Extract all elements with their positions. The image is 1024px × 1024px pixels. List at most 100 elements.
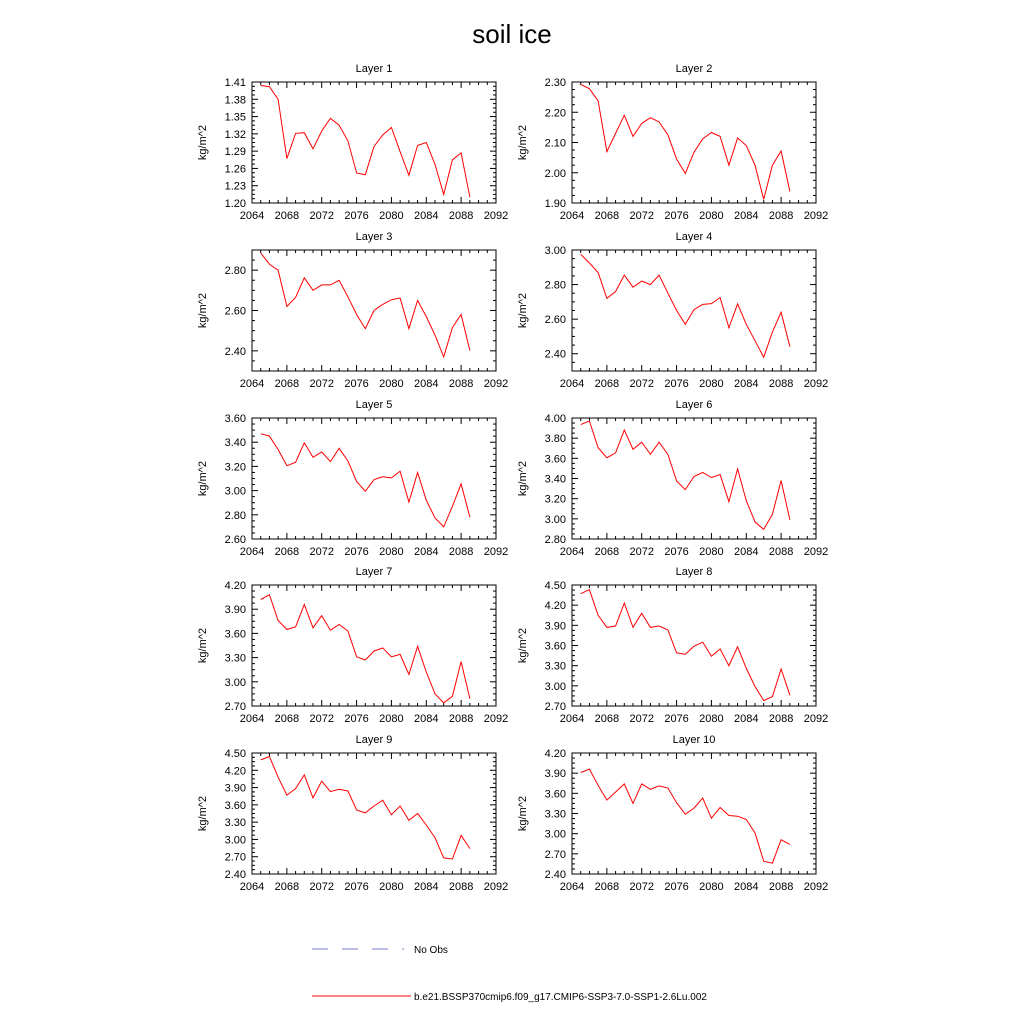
y-tick-label: 2.80 <box>225 510 246 522</box>
y-tick-label: 1.26 <box>225 163 246 175</box>
x-tick-label: 2084 <box>414 713 438 725</box>
panel-title: Layer 8 <box>676 566 713 578</box>
y-tick-label: 2.10 <box>545 138 566 150</box>
x-tick-label: 2088 <box>769 881 793 893</box>
x-tick-label: 2068 <box>275 881 299 893</box>
x-tick-label: 2080 <box>379 713 403 725</box>
panel-title: Layer 9 <box>356 734 393 746</box>
x-tick-label: 2068 <box>595 546 619 558</box>
y-axis-label: kg/m^2 <box>517 461 529 496</box>
x-tick-label: 2088 <box>449 713 473 725</box>
x-tick-label: 2072 <box>629 881 653 893</box>
y-tick-label: 3.90 <box>225 604 246 616</box>
x-tick-label: 2064 <box>240 546 264 558</box>
x-tick-label: 2084 <box>414 546 438 558</box>
panel-title: Layer 6 <box>676 399 713 411</box>
x-tick-label: 2068 <box>275 546 299 558</box>
x-tick-label: 2092 <box>484 546 508 558</box>
y-tick-label: 3.90 <box>545 768 566 780</box>
x-tick-label: 2064 <box>560 210 584 222</box>
y-tick-label: 2.60 <box>225 534 246 546</box>
x-tick-label: 2088 <box>769 210 793 222</box>
x-tick-label: 2088 <box>769 378 793 390</box>
panel-layer-3: Layer 3 2064 2068 2072 2076 2080 2084 2088 2092 2… <box>197 231 508 390</box>
x-tick-label: 2064 <box>560 881 584 893</box>
y-tick-label: 2.80 <box>225 265 246 277</box>
x-tick-label: 2064 <box>240 881 264 893</box>
y-tick-label: 3.60 <box>545 788 566 800</box>
panel-layer-9: Layer 9 2064 2068 2072 2076 2080 2084 2088 2092 2… <box>197 734 508 893</box>
x-tick-label: 2064 <box>560 378 584 390</box>
y-tick-label: 2.40 <box>545 869 566 881</box>
x-tick-label: 2092 <box>804 546 828 558</box>
x-tick-label: 2076 <box>664 881 688 893</box>
x-tick-label: 2076 <box>344 210 368 222</box>
x-tick-label: 2072 <box>629 546 653 558</box>
x-tick-label: 2088 <box>449 378 473 390</box>
x-tick-label: 2068 <box>595 210 619 222</box>
x-tick-label: 2084 <box>734 210 758 222</box>
y-tick-label: 2.70 <box>545 849 566 861</box>
x-tick-label: 2076 <box>344 713 368 725</box>
y-tick-label: 3.30 <box>225 653 246 665</box>
x-tick-label: 2076 <box>664 210 688 222</box>
legend-obs-label: No Obs <box>414 945 448 956</box>
x-tick-label: 2068 <box>275 378 299 390</box>
legend-model-label: b.e21.BSSP370cmip6.f09_g17.CMIP6-SSP3-7.… <box>414 992 707 1003</box>
y-tick-label: 3.00 <box>545 514 566 526</box>
y-tick-label: 1.38 <box>225 94 246 106</box>
x-tick-label: 2080 <box>379 546 403 558</box>
x-tick-label: 2076 <box>344 378 368 390</box>
x-tick-label: 2080 <box>699 546 723 558</box>
x-tick-label: 2076 <box>664 378 688 390</box>
y-tick-label: 2.70 <box>225 701 246 713</box>
y-tick-label: 2.80 <box>545 534 566 546</box>
series-line-1 <box>580 83 791 200</box>
y-tick-label: 4.00 <box>545 413 566 425</box>
y-tick-label: 2.40 <box>545 349 566 361</box>
y-tick-label: 1.20 <box>225 198 246 210</box>
x-tick-label: 2084 <box>414 881 438 893</box>
y-tick-label: 3.20 <box>545 494 566 506</box>
series-line-1 <box>260 85 471 198</box>
series-line-1 <box>260 593 471 704</box>
x-tick-label: 2084 <box>414 210 438 222</box>
x-tick-label: 2092 <box>804 378 828 390</box>
y-tick-label: 3.00 <box>225 486 246 498</box>
y-tick-label: 2.60 <box>545 314 566 326</box>
y-tick-label: 3.30 <box>225 817 246 829</box>
x-tick-label: 2076 <box>344 881 368 893</box>
panel-layer-8: Layer 8 2064 2068 2072 2076 2080 2084 2088 2092 2… <box>517 566 828 725</box>
y-tick-label: 3.60 <box>225 800 246 812</box>
x-tick-label: 2092 <box>804 713 828 725</box>
x-tick-label: 2080 <box>379 881 403 893</box>
y-tick-label: 3.30 <box>545 661 566 673</box>
y-tick-label: 3.90 <box>545 620 566 632</box>
x-tick-label: 2072 <box>309 210 333 222</box>
y-axis-label: kg/m^2 <box>517 628 529 663</box>
y-tick-label: 1.41 <box>225 77 246 89</box>
plot-frame <box>251 417 497 540</box>
x-tick-label: 2072 <box>309 546 333 558</box>
x-tick-label: 2092 <box>484 210 508 222</box>
y-axis-label: kg/m^2 <box>197 293 209 328</box>
x-tick-label: 2084 <box>734 378 758 390</box>
panel-title: Layer 7 <box>356 566 393 578</box>
y-axis-label: kg/m^2 <box>197 628 209 663</box>
y-tick-label: 3.90 <box>225 783 246 795</box>
y-tick-label: 3.60 <box>225 628 246 640</box>
x-tick-label: 2084 <box>734 546 758 558</box>
y-axis-label: kg/m^2 <box>197 461 209 496</box>
x-tick-label: 2072 <box>629 210 653 222</box>
y-tick-label: 3.80 <box>545 433 566 445</box>
y-tick-label: 4.50 <box>225 748 246 760</box>
y-tick-label: 1.90 <box>545 198 566 210</box>
x-tick-label: 2088 <box>449 546 473 558</box>
x-tick-label: 2076 <box>664 546 688 558</box>
x-tick-label: 2092 <box>484 713 508 725</box>
panel-layer-6: Layer 6 2064 2068 2072 2076 2080 2084 2088 2092 2… <box>517 399 828 558</box>
x-tick-label: 2072 <box>629 378 653 390</box>
y-tick-label: 2.20 <box>545 107 566 119</box>
plot-frame <box>571 752 817 875</box>
x-tick-label: 2088 <box>769 546 793 558</box>
